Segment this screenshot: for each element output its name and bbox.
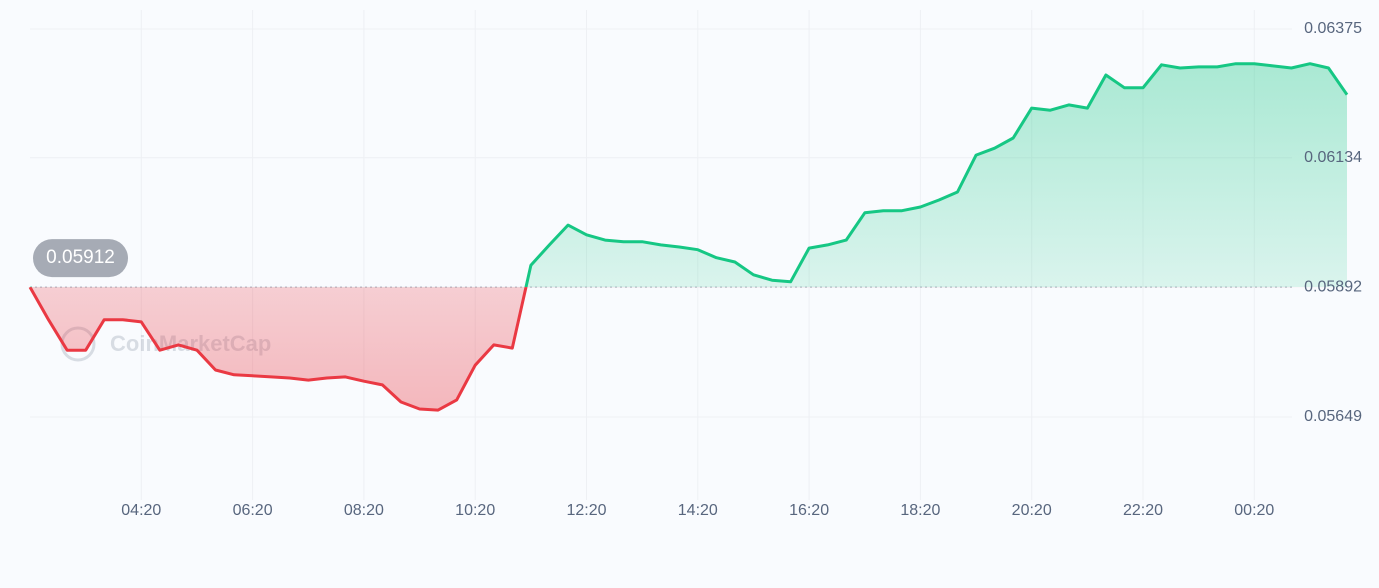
price-badge-bg [33, 239, 128, 278]
price-badge-text: 0.05912 [46, 247, 115, 268]
labels: 0.05649 0.05892 0.06134 0.06375 04:20 06:20 08… [33, 20, 1362, 519]
y-tick-label: 0.05649 [1304, 408, 1362, 425]
x-tick-label: 14:20 [678, 502, 718, 519]
price-line-up [29, 62, 1349, 288]
area-down [30, 287, 526, 411]
area-up [30, 63, 1347, 288]
y-tick-label: 0.06375 [1304, 20, 1362, 37]
x-tick-label: 18:20 [900, 502, 940, 519]
x-tick-label: 00:20 [1234, 502, 1274, 519]
x-tick-label: 10:20 [455, 502, 495, 519]
x-tick-label: 22:20 [1123, 502, 1163, 519]
x-tick-label: 20:20 [1012, 502, 1052, 519]
x-tick-label: 12:20 [566, 502, 606, 519]
x-tick-label: 04:20 [121, 502, 161, 519]
plot [28, 62, 1349, 412]
y-tick-label: 0.06134 [1304, 149, 1362, 166]
x-tick-label: 06:20 [233, 502, 273, 519]
price-badge: 0.05912 [33, 239, 128, 278]
y-tick-label: 0.05892 [1304, 278, 1362, 295]
x-tick-label: 08:20 [344, 502, 384, 519]
price-line-down [28, 287, 528, 412]
x-tick-label: 16:20 [789, 502, 829, 519]
